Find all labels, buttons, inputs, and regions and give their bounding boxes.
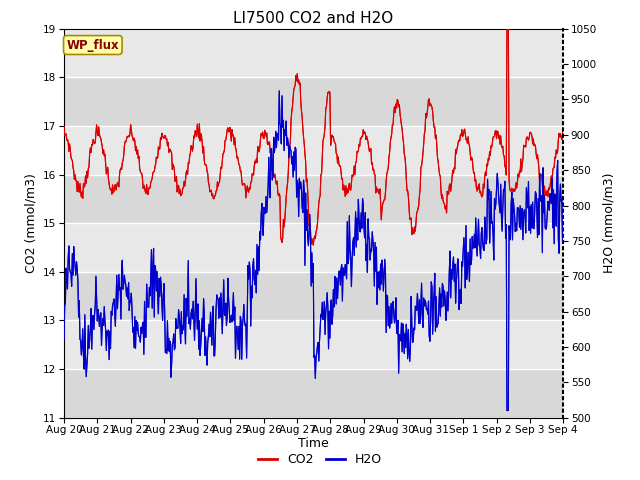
Bar (64, 369, 563, 418)
Bar (64, 77, 563, 126)
Bar (64, 29, 563, 77)
Bar (64, 223, 563, 272)
Y-axis label: CO2 (mmol/m3): CO2 (mmol/m3) (24, 173, 38, 273)
Bar (64, 321, 563, 369)
Text: WP_flux: WP_flux (67, 38, 119, 51)
Bar (64, 175, 563, 223)
Legend: CO2, H2O: CO2, H2O (253, 448, 387, 471)
Bar (64, 272, 563, 321)
Bar (64, 126, 563, 175)
Title: LI7500 CO2 and H2O: LI7500 CO2 and H2O (234, 11, 394, 26)
Y-axis label: H2O (mmol/m3): H2O (mmol/m3) (603, 173, 616, 274)
X-axis label: Time: Time (298, 437, 329, 450)
